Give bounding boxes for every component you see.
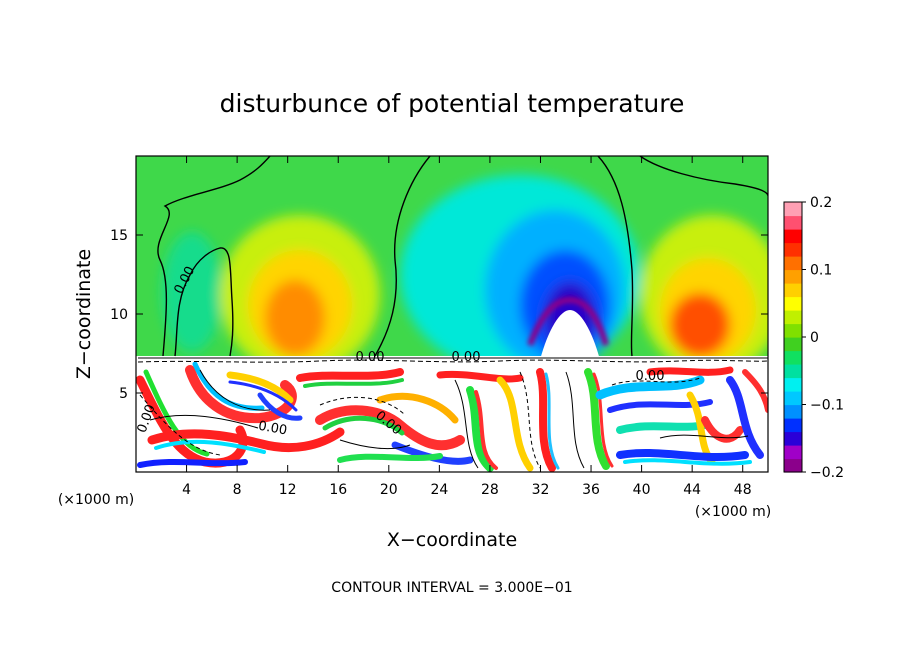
colorbar-swatch [784, 337, 802, 352]
x-tick-label: 40 [633, 482, 651, 498]
colorbar-ticks: 0.2 0.1 0 −0.1 −0.2 [802, 195, 844, 481]
colorbar-swatch [784, 283, 802, 298]
x-tick-label: 48 [734, 482, 752, 498]
colorbar-swatch [784, 310, 802, 325]
warm-anomaly-right-inner [670, 293, 730, 357]
x-tick-label: 20 [380, 482, 398, 498]
contour-label: 0.00 [636, 369, 665, 384]
colorbar-swatch [784, 458, 802, 473]
y-axis-ticks: 5 10 15 [110, 228, 768, 402]
colorbar-swatch [784, 377, 802, 392]
contour-interval-note: CONTOUR INTERVAL = 3.000E−01 [331, 580, 572, 596]
warm-anomaly-left-inner [265, 280, 325, 356]
y-tick-label: 5 [119, 386, 128, 402]
colorbar-swatch [784, 391, 802, 406]
contour-label: 0.00 [356, 350, 385, 365]
colorbar-swatch [784, 431, 802, 446]
colorbar-swatch [784, 202, 802, 217]
y-axis-label: Z−coordinate [73, 249, 95, 379]
colorbar-swatch [784, 215, 802, 230]
colorbar-tick-label: 0.1 [810, 263, 832, 279]
colorbar-swatch [784, 404, 802, 419]
x-tick-label: 32 [532, 482, 550, 498]
x-unit-label: (×1000 m) [695, 504, 771, 520]
y-tick-label: 10 [110, 307, 128, 323]
z-unit-label: (×1000 m) [58, 492, 134, 508]
x-tick-label: 24 [430, 482, 448, 498]
colorbar-swatch [784, 256, 802, 271]
colorbar-swatch [784, 323, 802, 338]
colorbar-tick-label: −0.1 [810, 398, 844, 414]
colorbar-swatch [784, 242, 802, 257]
contour-lines [157, 156, 768, 357]
cold-core-cap [540, 310, 600, 360]
colorbar-swatch [784, 418, 802, 433]
chart-title: disturbunce of potential temperature [220, 89, 685, 118]
colorbar-tick-label: 0 [810, 330, 819, 346]
contour-label: 0.00 [257, 419, 288, 439]
boundary-layer-turbulence [136, 357, 768, 472]
colorbar-swatch [784, 364, 802, 379]
colorbar-swatch [784, 269, 802, 284]
x-axis-ticks: 4 8 12 16 20 24 28 32 36 40 44 48 [182, 156, 752, 498]
colorbar-swatch [784, 296, 802, 311]
colorbar-swatch [784, 229, 802, 244]
x-tick-label: 16 [329, 482, 347, 498]
x-tick-label: 36 [582, 482, 600, 498]
contour-label: 0.00 [452, 350, 481, 365]
colorbar-tick-label: 0.2 [810, 195, 832, 211]
x-tick-label: 44 [683, 482, 701, 498]
colorbar-tick-label: −0.2 [810, 465, 844, 481]
cold-core-rim [527, 296, 609, 347]
x-tick-label: 4 [182, 482, 191, 498]
colorbar-swatch [784, 350, 802, 365]
x-tick-label: 8 [233, 482, 242, 498]
x-tick-label: 12 [279, 482, 297, 498]
x-tick-label: 28 [481, 482, 499, 498]
plot-area: 0.00 0.00 0.00 0.00 0.00 0.00 0.00 [136, 156, 768, 472]
colorbar-swatch [784, 445, 802, 460]
x-axis-label: X−coordinate [387, 529, 517, 551]
y-tick-label: 15 [110, 228, 128, 244]
colorbar [784, 202, 802, 473]
